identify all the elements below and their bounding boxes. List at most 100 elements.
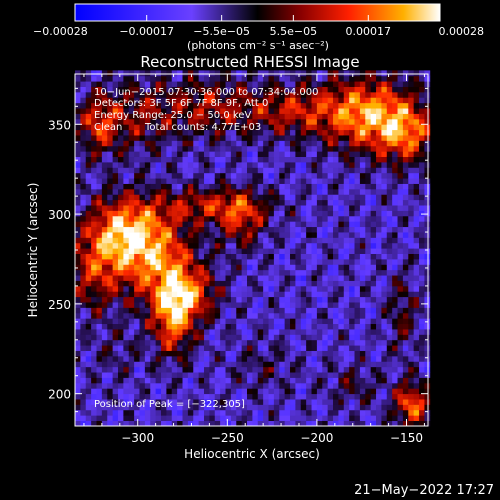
heatmap-cell — [257, 75, 264, 82]
heatmap-cell — [306, 372, 312, 378]
heatmap-cell — [333, 285, 339, 292]
heatmap-cell — [295, 81, 302, 87]
heatmap-cell — [187, 210, 194, 217]
heatmap-cell — [370, 296, 377, 303]
heatmap-cell — [257, 210, 264, 217]
heatmap-cell — [268, 382, 275, 389]
heatmap-cell — [241, 215, 248, 222]
heatmap-cell — [263, 307, 269, 314]
heatmap-cell — [257, 307, 264, 314]
heatmap-cell — [204, 151, 210, 158]
heatmap-cell — [123, 167, 130, 174]
heatmap-cell — [134, 382, 140, 389]
heatmap-cell — [338, 162, 345, 168]
heatmap-cell — [118, 415, 124, 422]
heatmap-cell — [327, 269, 334, 276]
heatmap-cell — [225, 75, 232, 82]
heatmap-cell — [279, 140, 286, 147]
heatmap-cell — [139, 291, 146, 298]
heatmap-cell — [252, 188, 259, 195]
heatmap-cell — [150, 361, 157, 368]
heatmap-cell — [118, 258, 124, 265]
heatmap-cell — [80, 237, 87, 244]
heatmap-cell — [118, 118, 124, 125]
heatmap-cell — [230, 275, 237, 281]
heatmap-cell — [118, 420, 124, 427]
heatmap-cell — [359, 232, 366, 238]
heatmap-cell — [316, 167, 323, 174]
heatmap-cell — [161, 269, 167, 276]
heatmap-cell — [134, 113, 140, 120]
heatmap-cell — [161, 135, 167, 141]
heatmap-cell — [322, 70, 329, 77]
heatmap-cell — [220, 350, 226, 357]
heatmap-cell — [101, 323, 108, 330]
heatmap-cell — [155, 334, 162, 341]
heatmap-cell — [128, 307, 135, 314]
heatmap-cell — [424, 210, 431, 217]
heatmap-cell — [311, 199, 318, 206]
heatmap-cell — [257, 108, 264, 114]
heatmap-cell — [316, 178, 323, 184]
heatmap-cell — [134, 291, 140, 298]
heatmap-cell — [311, 215, 318, 222]
heatmap-cell — [354, 404, 361, 411]
heatmap-cell — [306, 91, 312, 98]
heatmap-cell — [161, 113, 167, 120]
heatmap-cell — [268, 258, 275, 265]
heatmap-cell — [187, 108, 194, 114]
heatmap-cell — [91, 415, 97, 422]
heatmap-cell — [295, 377, 302, 384]
heatmap-cell — [134, 156, 140, 163]
heatmap-cell — [295, 339, 302, 346]
heatmap-cell — [284, 388, 291, 395]
heatmap-cell — [182, 199, 189, 206]
heatmap-cell — [155, 108, 162, 114]
heatmap-cell — [316, 296, 323, 303]
heatmap-cell — [295, 420, 302, 427]
heatmap-cell — [300, 296, 307, 303]
heatmap-cell — [101, 221, 108, 228]
heatmap-cell — [252, 151, 259, 158]
heatmap-cell — [408, 108, 415, 114]
heatmap-cell — [338, 70, 345, 77]
heatmap-cell — [241, 194, 248, 201]
heatmap-cell — [311, 264, 318, 271]
heatmap-cell — [333, 108, 339, 114]
heatmap-cell — [279, 312, 286, 319]
heatmap-cell — [327, 75, 334, 82]
heatmap-cell — [80, 108, 87, 114]
heatmap-cell — [155, 70, 162, 77]
heatmap-cell — [376, 339, 382, 346]
heatmap-cell — [230, 97, 237, 104]
heatmap-cell — [424, 81, 431, 87]
heatmap-cell — [193, 145, 200, 152]
heatmap-cell — [311, 269, 318, 276]
heatmap-cell — [80, 140, 87, 147]
heatmap-cell — [177, 339, 183, 346]
heatmap-cell — [402, 124, 409, 131]
heatmap-cell — [214, 113, 221, 120]
heatmap-cell — [139, 113, 146, 120]
heatmap-cell — [370, 75, 377, 82]
heatmap-cell — [381, 361, 388, 368]
heatmap-cell — [338, 404, 345, 411]
heatmap-cell — [112, 167, 119, 174]
heatmap-cell — [214, 226, 221, 233]
heatmap-cell — [392, 377, 398, 384]
heatmap-cell — [214, 129, 221, 136]
heatmap-cell — [311, 210, 318, 217]
heatmap-cell — [198, 334, 205, 341]
heatmap-cell — [204, 91, 210, 98]
heatmap-cell — [413, 409, 420, 416]
heatmap-cell — [306, 296, 312, 303]
heatmap-cell — [252, 70, 259, 77]
heatmap-cell — [252, 382, 259, 389]
heatmap-cell — [370, 210, 377, 217]
heatmap-cell — [338, 102, 345, 109]
heatmap-cell — [295, 285, 302, 292]
heatmap-cell — [316, 404, 323, 411]
heatmap-cell — [225, 194, 232, 201]
heatmap-cell — [359, 350, 366, 357]
heatmap-cell — [75, 75, 81, 82]
